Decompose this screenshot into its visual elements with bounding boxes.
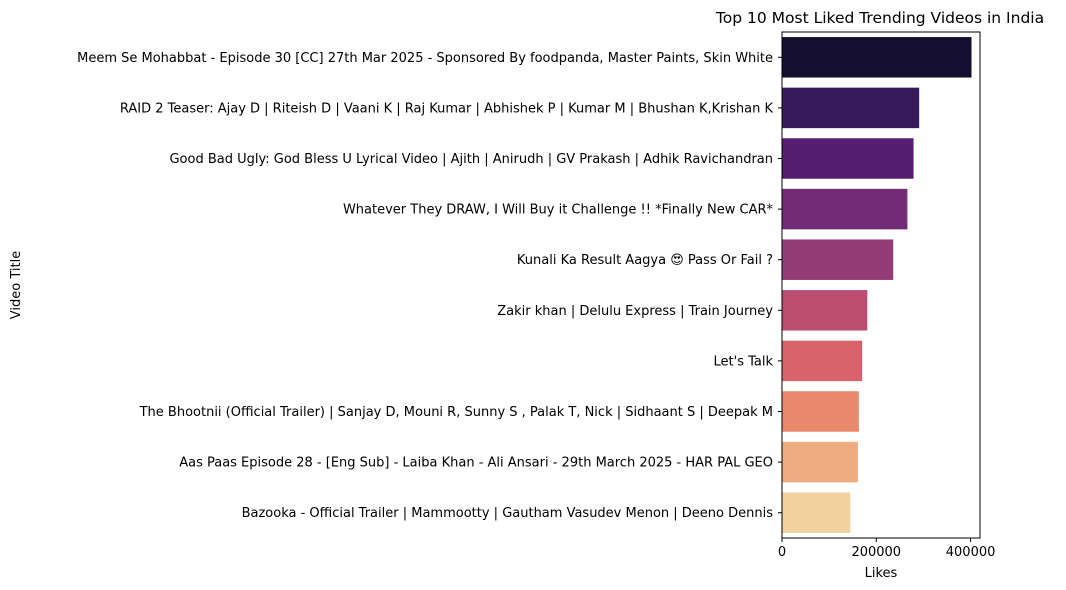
y-tick-label: Kunali Ka Result Aagya 😍 Pass Or Fail ? (517, 253, 773, 268)
bar (782, 340, 863, 382)
y-tick-label: RAID 2 Teaser: Ajay D | Riteish D | Vaan… (120, 101, 774, 116)
bar (782, 239, 894, 280)
y-tick-label: Meem Se Mohabbat - Episode 30 [CC] 27th … (77, 51, 773, 66)
x-tick-label: 200000 (851, 545, 901, 560)
chart-title: Top 10 Most Liked Trending Videos in Ind… (715, 9, 1044, 27)
y-tick-label: Let's Talk (714, 354, 774, 369)
y-tick-label: Whatever They DRAW, I Will Buy it Challe… (343, 203, 774, 218)
bars-group (782, 37, 972, 533)
y-axis-label: Video Title (9, 251, 24, 319)
bar (782, 391, 859, 432)
y-tick-label: Bazooka - Official Trailer | Mammootty |… (242, 506, 774, 521)
plot-frame (781, 31, 981, 539)
x-ticks: 0 200000 400000 (778, 538, 996, 560)
bar (782, 441, 858, 483)
bar (782, 138, 914, 179)
x-axis-label: Likes (865, 566, 898, 581)
y-tick-label: The Bhootnii (Official Trailer) | Sanjay… (139, 405, 773, 420)
bar (782, 492, 851, 533)
bar (782, 87, 920, 129)
bar (782, 188, 908, 230)
y-tick-label: Good Bad Ugly: God Bless U Lyrical Video… (169, 152, 773, 167)
bar (782, 37, 972, 78)
bar (782, 290, 868, 331)
y-tick-labels: Meem Se Mohabbat - Episode 30 [CC] 27th … (77, 51, 782, 521)
y-tick-label: Aas Paas Episode 28 - [Eng Sub] - Laiba … (179, 456, 773, 471)
y-tick-label: Zakir khan | Delulu Express | Train Jour… (497, 304, 773, 319)
x-tick-label: 0 (778, 545, 786, 560)
x-tick-label: 400000 (946, 545, 996, 560)
